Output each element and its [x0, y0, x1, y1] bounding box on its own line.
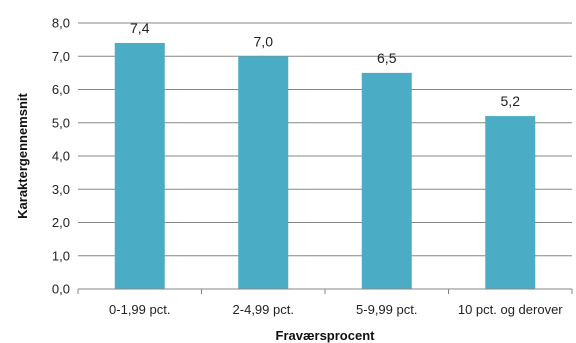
x-tick-label: 10 pct. og derover — [458, 302, 563, 317]
bars — [114, 42, 536, 290]
data-label: 7,4 — [130, 20, 150, 36]
bar — [485, 116, 536, 289]
x-tick-label: 5-9,99 pct. — [356, 302, 417, 317]
x-axis-title: Fraværsprocent — [276, 328, 376, 343]
bar — [238, 56, 289, 289]
data-label: 7,0 — [254, 33, 274, 49]
y-tick-label: 8,0 — [52, 16, 70, 31]
bar — [361, 72, 412, 289]
y-tick-label: 0,0 — [52, 282, 70, 297]
y-tick-label: 6,0 — [52, 82, 70, 97]
x-tick-label: 0-1,99 pct. — [109, 302, 170, 317]
y-tick-label: 5,0 — [52, 115, 70, 130]
data-labels: 7,4 7,0 6,5 5,2 — [130, 20, 520, 109]
data-label: 5,2 — [501, 93, 521, 109]
data-label: 6,5 — [377, 50, 397, 66]
y-tick-label: 2,0 — [52, 215, 70, 230]
bar — [114, 42, 165, 290]
y-tick-labels: 0,0 1,0 2,0 3,0 4,0 5,0 6,0 7,0 8,0 — [52, 16, 70, 297]
y-tick-label: 3,0 — [52, 182, 70, 197]
y-tick-label: 4,0 — [52, 149, 70, 164]
y-axis-title: Karaktergennemsnit — [15, 92, 30, 218]
y-tick-label: 1,0 — [52, 248, 70, 263]
y-tick-label: 7,0 — [52, 49, 70, 64]
x-tick-labels: 0-1,99 pct. 2-4,99 pct. 5-9,99 pct. 10 pct.… — [109, 302, 563, 317]
x-tick-label: 2-4,99 pct. — [233, 302, 294, 317]
